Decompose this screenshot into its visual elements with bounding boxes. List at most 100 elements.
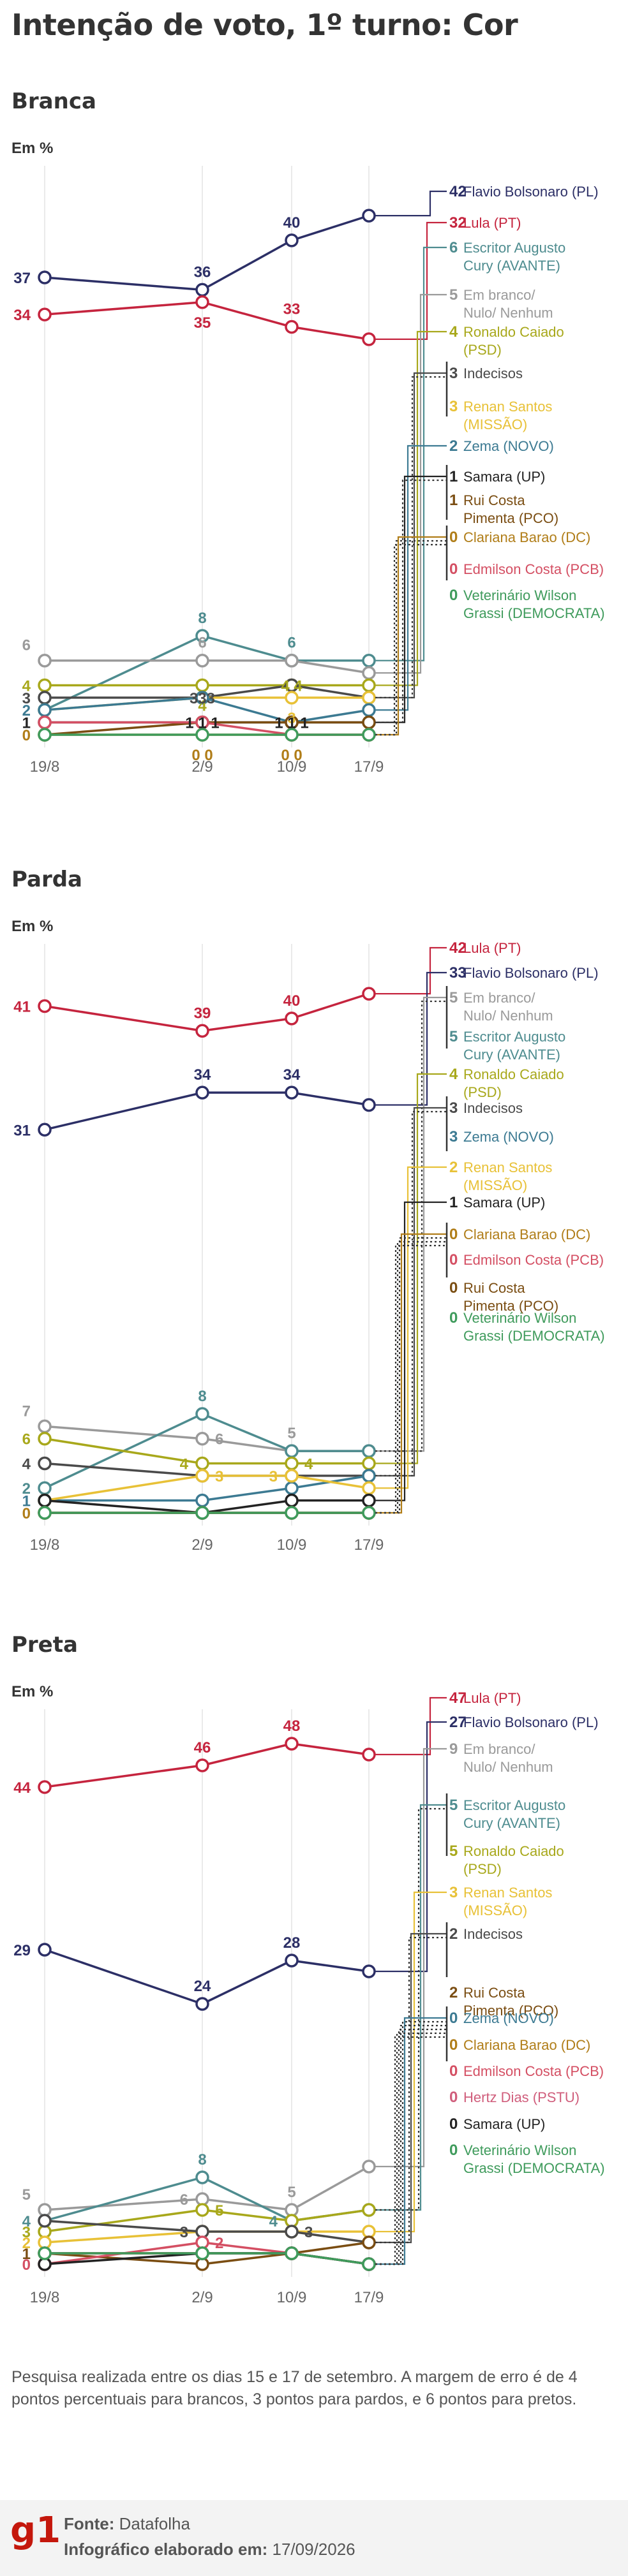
parda-x-tick: 17/9 xyxy=(354,1536,384,1554)
parda-legend-value: 2 xyxy=(449,1159,458,1176)
branca-data-label: 0 xyxy=(22,727,31,744)
parda-legend-value: 5 xyxy=(449,989,458,1006)
preta-point-flavio-bolsonaro-pl xyxy=(362,1964,376,1978)
preta-connector-edmilson-costa-pcb xyxy=(375,2024,447,2265)
parda-data-label: 40 xyxy=(283,992,301,1010)
legend-label-line: (MISSÃO) xyxy=(463,1177,527,1193)
legend-label-line: Escritor Augusto xyxy=(463,1797,565,1813)
parda-legend-value: 0 xyxy=(449,1251,458,1269)
preta-line-veterinario-wilson-grassi-democrata xyxy=(45,2252,370,2265)
branca-connector-zema-novo xyxy=(375,445,447,711)
g1-logo[interactable]: g1 xyxy=(10,2510,61,2551)
legend-label-line: Samara (UP) xyxy=(463,2116,545,2132)
legend-label-line: Flavio Bolsonaro (PL) xyxy=(463,965,599,981)
preta-line-ronaldo-caiado-psd xyxy=(44,2209,370,2233)
branca-line-lula-pt xyxy=(44,301,370,341)
branca-connector-flavio-bolsonaro-pl xyxy=(375,190,447,217)
preta-legend-value: 5 xyxy=(449,1843,458,1860)
preta-point-flavio-bolsonaro-pl xyxy=(195,1997,209,2011)
branca-point-ronaldo-caiado-psd xyxy=(195,678,209,693)
parda-legend-label: Rui Costa Pimenta (PCO) xyxy=(463,1280,558,1314)
parda-connector-ronaldo-caiado-psd xyxy=(375,1073,447,1464)
preta-data-label: 5 xyxy=(215,2202,223,2219)
preta-point-lula-pt xyxy=(195,1758,209,1772)
preta-point-veterinario-wilson-grassi-democrata xyxy=(38,2246,52,2260)
legend-label-line: Cury (AVANTE) xyxy=(463,258,560,274)
parda-connector-lula-pt xyxy=(375,946,447,995)
parda-subtitle: Parda xyxy=(11,867,82,892)
parda-connector-indecisos xyxy=(375,1107,447,1476)
legend-label-line: Edmilson Costa (PCB) xyxy=(463,1252,604,1268)
preta-legend-label: Hertz Dias (PSTU) xyxy=(463,2089,579,2105)
branca-legend-label: Renan Santos (MISSÃO) xyxy=(463,399,552,432)
branca-point-rui-costa-pimenta-pco xyxy=(362,715,376,730)
preta-line-em-branco-nulo-nenhum xyxy=(44,2165,370,2211)
date-label: Infográfico elaborado em: xyxy=(64,2540,268,2559)
preta-line-indecisos xyxy=(44,2219,370,2244)
branca-x-tick: 19/8 xyxy=(30,758,60,776)
branca-data-label: 4 xyxy=(22,677,31,695)
legend-label-line: (PSD) xyxy=(463,342,502,358)
branca-legend-value: 3 xyxy=(449,365,458,382)
preta-legend-value: 47 xyxy=(449,1689,467,1707)
preta-data-label: 4 xyxy=(22,2213,31,2230)
parda-point-veterinario-wilson-grassi-democrata xyxy=(195,1506,209,1520)
legend-label-line: Indecisos xyxy=(463,1100,523,1116)
branca-point-escritor-augusto-cury-avante xyxy=(362,653,376,668)
parda-legend-value: 0 xyxy=(449,1226,458,1243)
chart-panel-parda: Parda Em % 19/8 2/9 10/9 17/9 41 39 40 31 34 34 7 6 4 2… xyxy=(0,861,628,1626)
branca-point-lula-pt xyxy=(38,307,52,321)
parda-legend-label: Lula (PT) xyxy=(463,940,521,956)
preta-legend-label: Zema (NOVO) xyxy=(463,2010,554,2026)
legend-label-line: Edmilson Costa (PCB) xyxy=(463,2063,604,2079)
parda-point-escritor-augusto-cury-avante xyxy=(38,1481,52,1495)
preta-data-label: 44 xyxy=(13,1779,31,1797)
legend-label-line: Edmilson Costa (PCB) xyxy=(463,561,604,577)
branca-point-flavio-bolsonaro-pl xyxy=(285,233,299,247)
footer-date: Infográfico elaborado em: 17/09/2026 xyxy=(64,2537,355,2561)
parda-legend-value: 0 xyxy=(449,1279,458,1297)
branca-connector-clariana-barao-dc xyxy=(375,536,447,736)
branca-legend-value: 32 xyxy=(449,214,467,232)
parda-point-escritor-augusto-cury-avante xyxy=(195,1407,209,1421)
preta-connector-rui-costa-pimenta-pco xyxy=(375,1936,447,2244)
parda-point-samara-up xyxy=(285,1493,299,1508)
chart-panel-branca: Branca Em % 19/8 2/9 10/9 17/9 37 36 40 34 35 33 6 4 3… xyxy=(0,83,628,848)
parda-point-renan-santos-missao xyxy=(362,1481,376,1495)
source-label: Fonte: xyxy=(64,2514,115,2533)
branca-data-label: 36 xyxy=(194,263,211,281)
branca-point-veterinario-wilson-grassi-democrata xyxy=(285,728,299,742)
legend-label-line: Flavio Bolsonaro (PL) xyxy=(463,184,599,200)
legend-label-line: (PSD) xyxy=(463,1084,502,1100)
chart-panel-preta: Preta Em % 19/8 2/9 10/9 17/9 44 46 48 29 24 28 5 4 3 2… xyxy=(0,1626,628,2392)
branca-point-zema-novo xyxy=(38,703,52,717)
parda-data-label: 3 xyxy=(269,1468,278,1485)
branca-data-label: 1 xyxy=(22,715,31,732)
legend-label-line: Zema (NOVO) xyxy=(463,438,554,454)
parda-point-veterinario-wilson-grassi-democrata xyxy=(285,1506,299,1520)
legend-label-line: Pimenta (PCO) xyxy=(463,510,558,526)
preta-x-tick: 10/9 xyxy=(277,2289,307,2306)
preta-data-label: 2 xyxy=(22,2235,31,2252)
preta-data-label: 1 xyxy=(22,2246,31,2263)
branca-ylabel: Em % xyxy=(11,140,53,157)
parda-connector-escritor-augusto-cury-avante xyxy=(375,1000,447,1452)
source-value: Datafolha xyxy=(119,2514,190,2533)
preta-point-veterinario-wilson-grassi-democrata xyxy=(285,2246,299,2260)
branca-connector-veterinario-wilson-grassi-democrata xyxy=(375,543,447,736)
parda-data-label: 41 xyxy=(13,999,31,1016)
branca-legend-label: Escritor Augusto Cury (AVANTE) xyxy=(463,240,565,274)
branca-point-ronaldo-caiado-psd xyxy=(38,678,52,693)
legend-label-line: Pimenta (PCO) xyxy=(463,1298,558,1314)
parda-legend-value: 3 xyxy=(449,1100,458,1117)
preta-legend-label: Renan Santos (MISSÃO) xyxy=(463,1885,552,1918)
branca-line-em-branco-nulo-nenhum xyxy=(45,659,370,674)
parda-data-label: 6 xyxy=(22,1431,31,1448)
preta-legend-value: 0 xyxy=(449,2010,458,2027)
legend-label-line: Pimenta (PCO) xyxy=(463,2003,558,2019)
preta-data-label: 48 xyxy=(283,1718,301,1735)
parda-data-label: 8 xyxy=(198,1388,206,1405)
branca-data-label: 0 0 xyxy=(191,747,213,764)
legend-label-line: Nulo/ Nenhum xyxy=(463,305,553,321)
legend-label-line: (PSD) xyxy=(463,1861,502,1877)
